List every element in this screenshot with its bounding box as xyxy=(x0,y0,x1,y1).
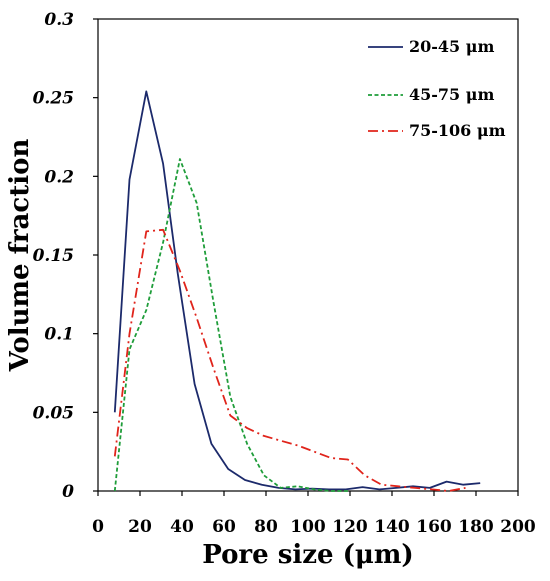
x-axis: 0 20 40 60 80 100 120 140 160 180 200 xyxy=(92,491,536,537)
y-tick-label: 0.25 xyxy=(33,89,74,109)
x-axis-title: Pore size (μm) xyxy=(202,540,414,570)
x-tick-label: 40 xyxy=(170,517,194,537)
x-tick-label: 160 xyxy=(416,517,452,537)
legend-label-3: 75-106 μm xyxy=(409,121,506,140)
y-tick-label: 0.15 xyxy=(33,246,74,266)
x-tick-label: 200 xyxy=(500,517,536,537)
series-layer xyxy=(113,90,481,492)
x-tick-label: 180 xyxy=(458,517,494,537)
series-line-3 xyxy=(113,228,466,492)
x-tick-label: 20 xyxy=(128,517,152,537)
x-tick-label: 140 xyxy=(374,517,410,537)
x-tick-label: 60 xyxy=(212,517,236,537)
x-tick-label: 0 xyxy=(92,517,104,537)
legend-label-2: 45-75 μm xyxy=(409,85,494,104)
series-line-2 xyxy=(113,158,348,492)
y-tick-label: 0 xyxy=(62,482,74,502)
x-tick-label: 80 xyxy=(254,517,278,537)
y-tick-label: 0.3 xyxy=(44,10,74,30)
x-tick-label: 120 xyxy=(332,517,368,537)
legend: 20-45 μm 45-75 μm 75-106 μm xyxy=(368,37,506,140)
x-tick-label: 100 xyxy=(290,517,326,537)
y-axis-title: Volume fraction xyxy=(5,139,35,373)
y-tick-label: 0.2 xyxy=(44,167,74,187)
y-axis: 0 0.05 0.1 0.15 0.2 0.25 0.3 xyxy=(33,10,98,502)
legend-label-1: 20-45 μm xyxy=(409,37,494,56)
y-tick-label: 0.1 xyxy=(44,325,74,345)
y-tick-label: 0.05 xyxy=(33,403,74,423)
series-line-1 xyxy=(113,90,481,491)
